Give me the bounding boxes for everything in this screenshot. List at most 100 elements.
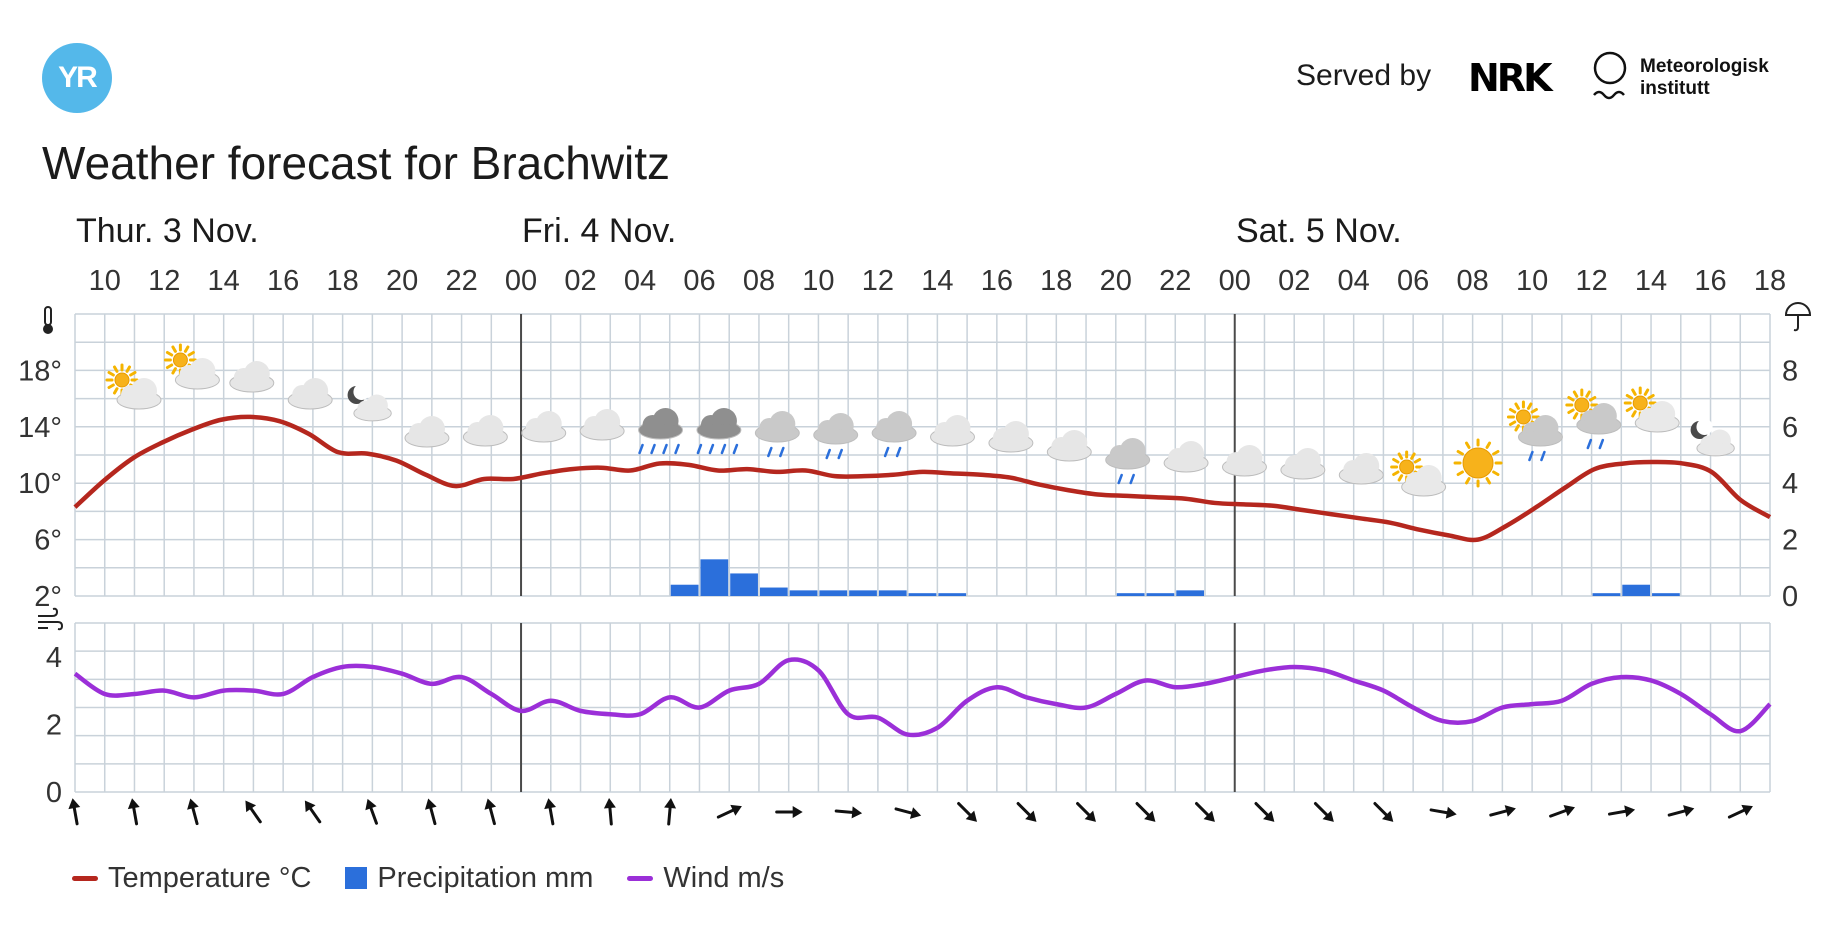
sun-ray [1588, 396, 1597, 402]
hour-tick-label: 00 [1219, 265, 1251, 297]
cloud-part [230, 377, 273, 391]
weather-symbol-cloudy [930, 415, 975, 447]
arrow-head [304, 800, 316, 813]
arrow-head [730, 804, 742, 816]
hour-tick-label: 18 [1040, 265, 1072, 297]
precipitation-bar [1652, 593, 1680, 596]
weather-symbol-light-rain [754, 411, 800, 458]
day-label: Fri. 4 Nov. [522, 212, 676, 250]
rain-drop [708, 443, 715, 455]
sun-ray [1508, 420, 1517, 426]
precipitation-bar [700, 559, 729, 596]
sun-ray [1456, 450, 1464, 456]
arrow-head [1563, 804, 1575, 817]
arrow-head [484, 798, 497, 810]
weather-symbol-clear-sky [1453, 438, 1503, 488]
cloud-part [931, 431, 974, 445]
weather-symbol-heavy-rain [638, 408, 684, 455]
hour-tick-label: 14 [208, 265, 240, 297]
umbrella-handle [1793, 315, 1799, 332]
hour-tick-label: 10 [1516, 265, 1548, 297]
arrow-head [792, 806, 803, 818]
legend-precipitation-label: Precipitation mm [377, 861, 594, 894]
sun-ray [171, 345, 177, 353]
precipitation-bar [759, 587, 788, 596]
weather-symbol-cloudy [462, 415, 508, 447]
wind-direction-arrow [425, 798, 437, 826]
precipitation-bar [1592, 593, 1621, 596]
sun-ray [1631, 410, 1637, 418]
thermometer-icon [43, 306, 53, 334]
weather-symbol-cloudy [1046, 430, 1092, 462]
weather-symbol-rain-showers [1565, 388, 1622, 450]
sun-ray [1514, 402, 1520, 410]
wind-tick-label: 0 [46, 777, 62, 809]
legend-precipitation: Precipitation mm [345, 862, 593, 895]
wind-direction-arrow [68, 798, 81, 826]
precipitation-tick-label: 2 [1782, 525, 1798, 557]
wind-direction-arrow [1489, 805, 1516, 817]
weather-symbol-cloudy [229, 361, 275, 393]
cloud-part [1048, 446, 1091, 460]
wind-direction-arrow [1607, 805, 1636, 818]
sun-disc [1399, 459, 1415, 475]
weather-symbol-partly-cloudy-day [1390, 450, 1447, 497]
rain-drop [696, 443, 703, 455]
wind-icon [38, 607, 64, 631]
legend-wind-label: Wind m/s [663, 861, 785, 894]
sun-ray [1397, 452, 1404, 460]
weather-symbol-cloudy [579, 409, 625, 441]
nrk-logo[interactable]: NRK [1468, 56, 1552, 100]
rain-drop [779, 446, 785, 458]
hour-tick-label: 04 [1338, 265, 1370, 297]
cloud-part [289, 394, 332, 408]
sun-ray [165, 363, 174, 369]
hour-tick-label: 12 [1575, 265, 1607, 297]
temperature-tick-label: 2° [34, 581, 62, 613]
wind-series-line [73, 657, 1772, 738]
temperature-tick-label: 6° [34, 525, 62, 557]
cloud-part [1402, 481, 1445, 495]
rain-drop [825, 448, 831, 460]
cloud-part [1340, 469, 1383, 483]
cloud-part [464, 431, 507, 445]
hour-tick-label: 12 [148, 265, 180, 297]
yr-logo[interactable]: YR [42, 43, 112, 113]
wind-direction-arrow [187, 798, 199, 826]
sun-ray [1413, 458, 1422, 464]
cloud-part [989, 437, 1032, 451]
hour-tick-label: 02 [564, 265, 596, 297]
sun-ray [1631, 388, 1637, 396]
page-title: Weather forecast for Brachwitz [42, 137, 671, 189]
arrow-head [245, 800, 257, 813]
arrow-head [1504, 805, 1516, 817]
arrow-head [1683, 805, 1695, 817]
legend-temperature-label: Temperature °C [108, 861, 312, 894]
sun-ray [187, 351, 195, 357]
hour-tick-label: 18 [326, 265, 358, 297]
hour-tick-label: 10 [802, 265, 834, 297]
hour-tick-label: 14 [1635, 265, 1667, 297]
wind-direction-arrow [245, 800, 262, 824]
legend-wind: Wind m/s [627, 862, 784, 895]
weather-symbol-light-rain [871, 411, 917, 458]
temperature-tick-label: 10° [18, 468, 62, 500]
met-institute-logo[interactable]: Meteorologisk institutt [1640, 56, 1769, 100]
sun-ray [107, 371, 115, 377]
wind-tick-label: 2 [46, 709, 62, 741]
wind-direction-arrow [484, 798, 497, 826]
met-line-1: Meteorologisk [1640, 56, 1769, 77]
sun-ray [1492, 450, 1500, 456]
wind-direction-arrow [1549, 804, 1575, 818]
sun-ray [107, 383, 115, 389]
weather-symbol-cloudy [287, 378, 333, 410]
day-label: Thur. 3 Nov. [76, 212, 259, 250]
rain-drop [720, 443, 727, 455]
sun-ray [1492, 470, 1500, 476]
arrow-head [1025, 810, 1037, 822]
sun-ray [1572, 390, 1579, 398]
met-institute-icon [1593, 51, 1627, 100]
arrow-head [68, 798, 81, 810]
temperature-tick-label: 14° [18, 412, 62, 444]
hour-tick-label: 08 [1456, 265, 1488, 297]
